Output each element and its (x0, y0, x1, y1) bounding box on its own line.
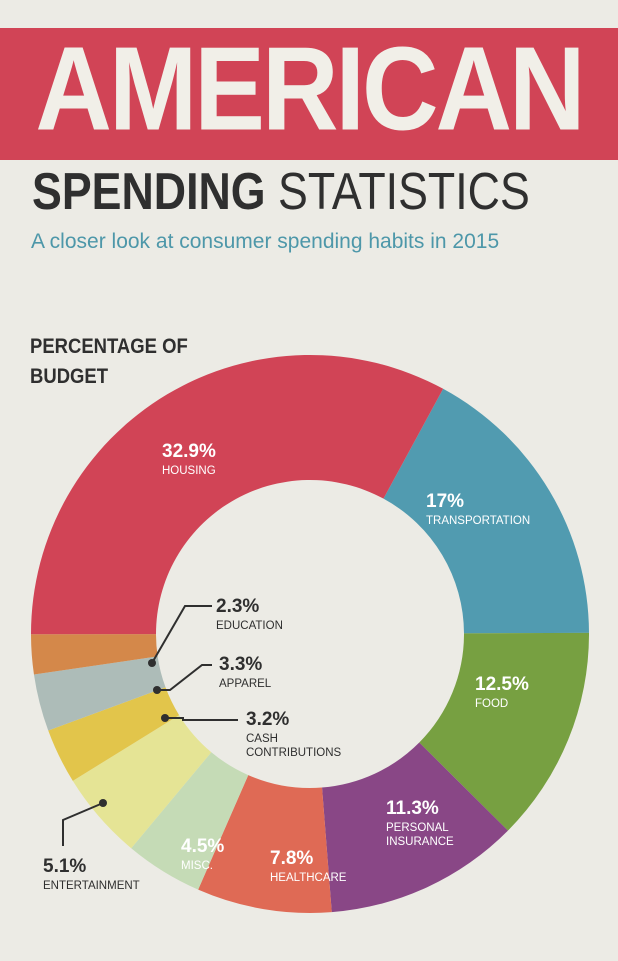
leader-line-education (151, 605, 212, 664)
value-label-personal-insurance: 11.3% (386, 798, 439, 819)
section-title: PERCENTAGE OF BUDGET (30, 332, 206, 392)
value-label-cash-contributions: 3.2% (246, 709, 289, 730)
leader-dot-cash-contributions (161, 714, 169, 722)
slice-entertainment (72, 715, 212, 849)
slice-transportation (383, 388, 589, 634)
tagline: A closer look at consumer spending habit… (31, 230, 500, 253)
value-label-misc: 4.5% (181, 836, 224, 857)
slice-misc (131, 752, 249, 890)
leader-line-cash-contributions (165, 717, 238, 721)
leader-dot-entertainment (99, 799, 107, 807)
leader-dot-education (148, 659, 156, 667)
page-title: AMERICAN (35, 23, 585, 156)
slice-food (419, 632, 589, 831)
category-label-cash-contributions-1: CASH (246, 733, 278, 745)
category-label-healthcare: HEALTHCARE (270, 872, 347, 884)
category-label-personal-insurance-2: INSURANCE (386, 836, 454, 848)
category-label-transportation: TRANSPORTATION (426, 515, 530, 527)
page-subtitle: SPENDING STATISTICS (32, 166, 530, 218)
leader-dot-apparel (153, 686, 161, 694)
section-title-line2: BUDGET (30, 365, 109, 388)
category-label-food: FOOD (475, 698, 508, 710)
value-label-education: 2.3% (216, 596, 259, 617)
category-label-misc: MISC. (181, 860, 213, 872)
subtitle-light: STATISTICS (278, 163, 530, 221)
category-label-housing: HOUSING (162, 465, 216, 477)
title-banner (0, 28, 618, 160)
category-label-personal-insurance-1: PERSONAL (386, 822, 449, 834)
value-label-healthcare: 7.8% (270, 848, 313, 869)
category-label-education: EDUCATION (216, 620, 283, 632)
slice-education (31, 634, 158, 675)
category-label-cash-contributions-2: CONTRIBUTIONS (246, 747, 342, 759)
value-label-housing: 32.9% (162, 441, 216, 462)
value-label-apparel: 3.3% (219, 654, 262, 675)
value-label-entertainment: 5.1% (43, 856, 86, 877)
category-label-apparel: APPAREL (219, 678, 272, 690)
slice-healthcare (198, 775, 332, 913)
slice-housing (31, 354, 444, 635)
slice-personal-insurance (322, 742, 508, 913)
subtitle-bold: SPENDING (32, 163, 266, 221)
value-label-food: 12.5% (475, 674, 529, 695)
section-title-line1: PERCENTAGE OF (30, 335, 188, 358)
slice-apparel (33, 656, 166, 731)
value-label-transportation: 17% (426, 491, 464, 512)
category-label-entertainment: ENTERTAINMENT (43, 880, 140, 892)
leader-line-entertainment (62, 802, 104, 846)
leader-line-apparel (157, 664, 212, 691)
slice-cash-contributions (48, 687, 180, 781)
